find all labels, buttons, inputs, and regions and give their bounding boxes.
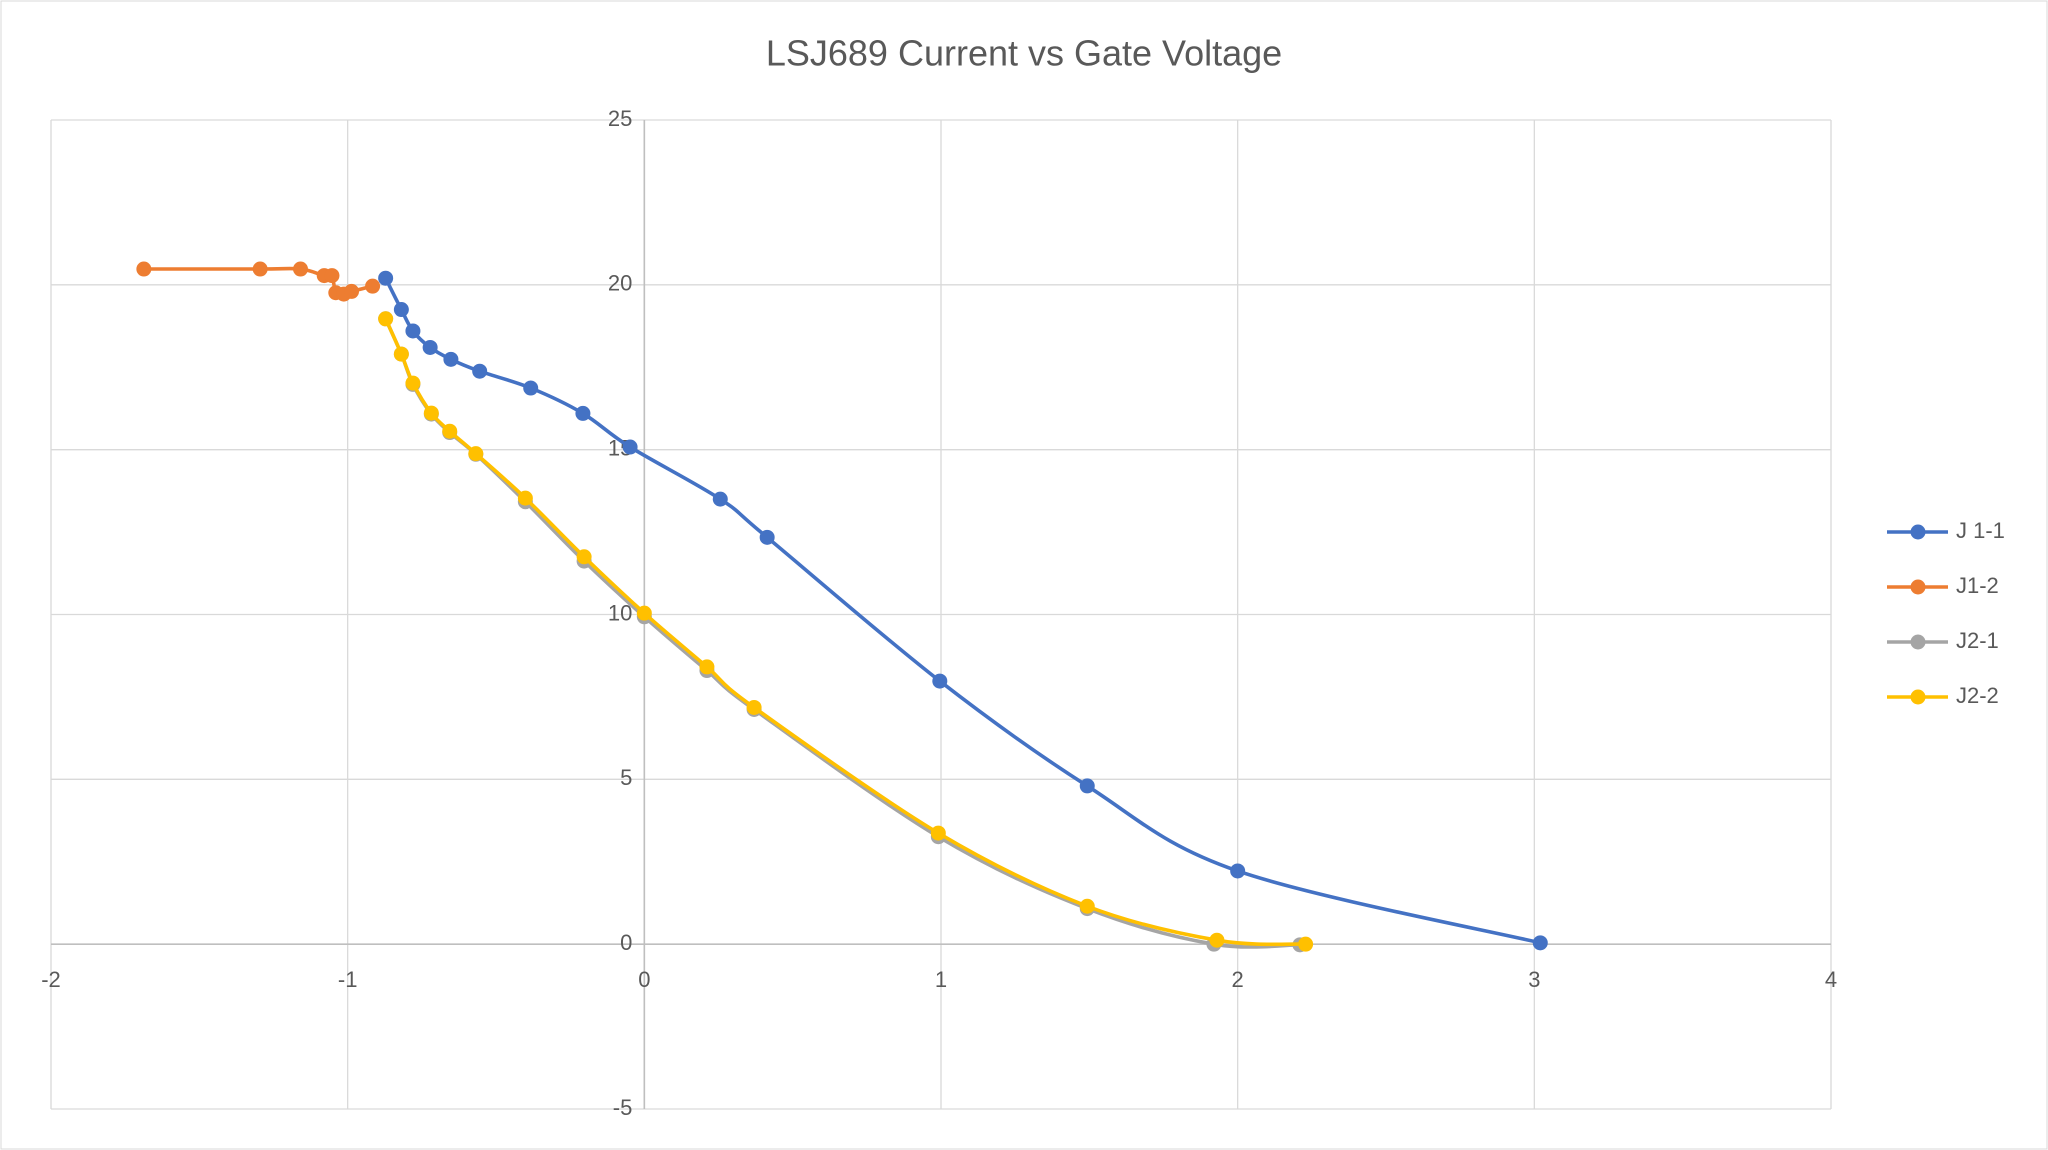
legend-marker xyxy=(1910,579,1926,595)
x-tick-label: 2 xyxy=(1232,967,1244,992)
data-point xyxy=(423,405,439,421)
legend-marker xyxy=(1910,524,1926,540)
data-point xyxy=(405,375,421,391)
data-point xyxy=(292,261,308,277)
data-point xyxy=(443,351,459,367)
data-point xyxy=(575,405,591,421)
data-point xyxy=(576,549,592,565)
data-point xyxy=(1079,778,1095,794)
data-point xyxy=(523,380,539,396)
legend-marker xyxy=(1910,689,1926,705)
chart-title: LSJ689 Current vs Gate Voltage xyxy=(766,33,1282,74)
legend-marker xyxy=(1910,634,1926,650)
data-point xyxy=(324,268,340,284)
x-tick-label: 3 xyxy=(1528,967,1540,992)
x-tick-label: -2 xyxy=(41,967,61,992)
data-point xyxy=(405,323,421,339)
data-point xyxy=(422,339,438,355)
data-point xyxy=(1079,898,1095,914)
x-tick-label: -1 xyxy=(338,967,358,992)
y-tick-label: 25 xyxy=(608,106,632,131)
data-point xyxy=(344,283,360,299)
data-point xyxy=(1298,936,1314,952)
data-point xyxy=(636,605,652,621)
legend-label: J1-2 xyxy=(1956,573,1999,598)
data-point xyxy=(378,270,394,286)
data-point xyxy=(442,423,458,439)
data-point xyxy=(759,529,775,545)
x-tick-label: 4 xyxy=(1825,967,1837,992)
data-point xyxy=(365,278,381,294)
legend-label: J 1-1 xyxy=(1956,518,2005,543)
data-point xyxy=(712,491,728,507)
data-point xyxy=(930,825,946,841)
data-point xyxy=(1532,935,1548,951)
x-tick-label: 0 xyxy=(638,967,650,992)
data-point xyxy=(517,490,533,506)
data-point xyxy=(699,659,715,675)
data-point xyxy=(932,673,948,689)
data-point xyxy=(378,311,394,327)
data-point xyxy=(1230,863,1246,879)
x-tick-label: 1 xyxy=(935,967,947,992)
y-tick-label: 5 xyxy=(620,765,632,790)
data-point xyxy=(472,363,488,379)
data-point xyxy=(252,261,268,277)
data-point xyxy=(746,699,762,715)
y-tick-label: -5 xyxy=(613,1095,633,1120)
data-point xyxy=(136,261,152,277)
y-tick-label: 0 xyxy=(620,930,632,955)
y-tick-label: 20 xyxy=(608,271,632,296)
legend-label: J2-1 xyxy=(1956,628,1999,653)
data-point xyxy=(622,439,638,455)
data-point xyxy=(1209,932,1225,948)
legend-label: J2-2 xyxy=(1956,683,1999,708)
data-point xyxy=(393,346,409,362)
data-point xyxy=(468,446,484,462)
data-point xyxy=(393,302,409,318)
